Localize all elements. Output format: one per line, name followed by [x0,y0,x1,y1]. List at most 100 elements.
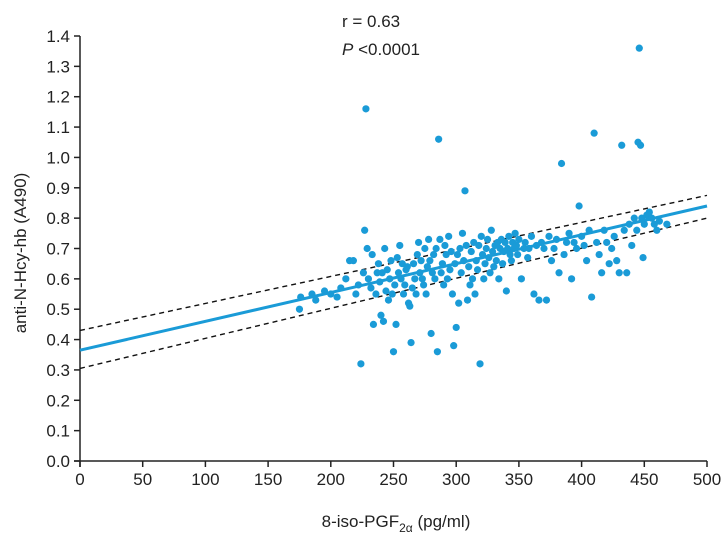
data-point [487,226,495,234]
data-point [482,244,490,253]
data-point [427,329,435,338]
data-point [379,317,388,325]
data-point [445,232,453,240]
data-point [440,281,448,289]
data-point [655,217,663,225]
data-point [368,250,376,259]
x-tick-label: 500 [693,470,721,489]
data-point [653,226,661,234]
data-point [572,244,581,253]
data-point [610,232,618,240]
data-point [389,348,398,356]
data-point [547,257,556,265]
data-point [384,296,393,304]
y-tick-label: 1.2 [46,88,70,107]
data-point [570,238,578,247]
data-point [540,244,548,253]
data-point [473,266,482,274]
y-tick-label: 1.4 [46,27,70,46]
data-point [480,275,488,283]
data-point [388,290,396,298]
x-tick-label: 400 [567,470,595,489]
data-point [457,269,465,277]
y-axis-label: anti-N-Hcy-hb (A490) [11,173,30,334]
data-point [396,241,404,250]
data-point [352,290,360,298]
data-point [488,247,497,256]
y-tick-label: 0.0 [46,452,70,471]
data-point [608,244,616,253]
data-point [505,232,513,240]
data-point [436,235,444,243]
confidence-interval-lines [79,194,708,370]
data-point [362,105,370,113]
data-point [441,241,449,250]
data-point [562,238,571,247]
y-tick-label: 1.3 [46,57,70,76]
data-point [603,238,611,247]
data-point [530,290,538,298]
data-point [399,290,408,298]
data-point [333,293,341,301]
data-point [361,226,369,234]
y-tick-label: 0.6 [46,270,70,289]
data-point [430,250,438,259]
data-point [357,360,365,368]
y-tick-label: 0.7 [46,240,70,259]
y-tick-label: 0.3 [46,361,70,380]
data-point [524,254,532,262]
data-point [381,244,389,253]
data-point [618,141,626,149]
data-point [636,141,645,149]
data-point [452,323,460,332]
data-point [588,293,596,301]
data-point [392,320,400,328]
x-tick-label: 100 [191,470,219,489]
data-point [633,226,641,234]
y-tick-label: 1.1 [46,118,70,137]
data-point [511,229,519,237]
data-point [502,287,510,295]
data-point [593,238,601,247]
data-point [481,260,489,268]
data-point [542,296,551,304]
data-point [409,260,418,268]
data-point [401,281,409,289]
data-point [615,269,623,277]
data-point [412,290,420,298]
correlation-annotation: r = 0.63 [342,12,400,31]
data-point [527,232,536,240]
p-value: <0.0001 [353,40,420,59]
data-point [393,254,401,262]
x-tick-label: 0 [75,470,84,489]
data-point [422,290,430,298]
data-point [462,241,470,250]
data-point [383,266,391,274]
y-tick-label: 0.8 [46,209,70,228]
data-point [418,275,426,283]
data-point [359,269,368,277]
data-point [458,229,467,237]
y-tick-label: 0.9 [46,179,70,198]
data-point [461,187,469,195]
data-point [628,241,636,250]
data-point [411,275,419,283]
data-point [663,220,671,228]
y-tick-label: 1.0 [46,148,70,167]
data-point [367,284,375,292]
data-point [450,342,458,350]
data-point [373,269,381,277]
y-tick-label: 0.2 [46,391,70,410]
data-point [426,257,434,265]
x-tick-label: 250 [379,470,407,489]
data-point [590,129,598,137]
data-point [414,238,423,247]
x-tick-label: 300 [442,470,470,489]
y-tick-label: 0.5 [46,300,70,319]
regression-line [79,204,708,352]
data-point [477,232,485,240]
data-point [580,241,588,250]
data-point [498,260,507,268]
data-point [557,159,566,168]
